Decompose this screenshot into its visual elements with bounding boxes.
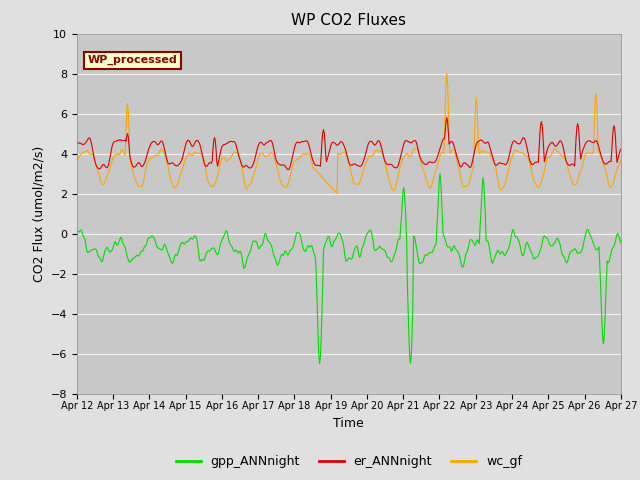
wc_gf — [83, 148, 90, 154]
gpp_ANNnight — [431, 242, 439, 248]
gpp_ANNnight — [194, 244, 202, 250]
X-axis label: Time: Time — [333, 417, 364, 430]
gpp_ANNnight — [223, 228, 230, 234]
gpp_ANNnight — [436, 171, 444, 177]
Y-axis label: CO2 Flux (umol/m2/s): CO2 Flux (umol/m2/s) — [32, 145, 45, 282]
wc_gf — [443, 71, 451, 76]
wc_gf — [617, 158, 625, 164]
gpp_ANNnight — [83, 247, 90, 252]
gpp_ANNnight — [139, 248, 147, 254]
er_ANNnight — [223, 141, 230, 146]
er_ANNnight — [416, 153, 424, 158]
gpp_ANNnight — [73, 228, 81, 233]
er_ANNnight — [431, 158, 439, 164]
Legend: gpp_ANNnight, er_ANNnight, wc_gf: gpp_ANNnight, er_ANNnight, wc_gf — [171, 450, 527, 473]
er_ANNnight — [83, 139, 90, 144]
Line: er_ANNnight: er_ANNnight — [77, 118, 621, 169]
er_ANNnight — [139, 164, 147, 169]
er_ANNnight — [284, 167, 292, 172]
wc_gf — [139, 182, 147, 188]
er_ANNnight — [73, 141, 81, 147]
Line: gpp_ANNnight: gpp_ANNnight — [77, 174, 621, 364]
er_ANNnight — [617, 146, 625, 152]
gpp_ANNnight — [617, 240, 625, 246]
Title: WP CO2 Fluxes: WP CO2 Fluxes — [291, 13, 406, 28]
wc_gf — [223, 158, 230, 164]
Line: wc_gf: wc_gf — [77, 73, 621, 193]
gpp_ANNnight — [416, 261, 424, 266]
gpp_ANNnight — [316, 361, 323, 367]
wc_gf — [333, 191, 341, 196]
wc_gf — [431, 169, 439, 175]
er_ANNnight — [194, 138, 202, 144]
Text: WP_processed: WP_processed — [88, 55, 177, 65]
wc_gf — [416, 153, 424, 159]
er_ANNnight — [443, 115, 451, 120]
wc_gf — [194, 151, 202, 156]
wc_gf — [73, 158, 81, 164]
